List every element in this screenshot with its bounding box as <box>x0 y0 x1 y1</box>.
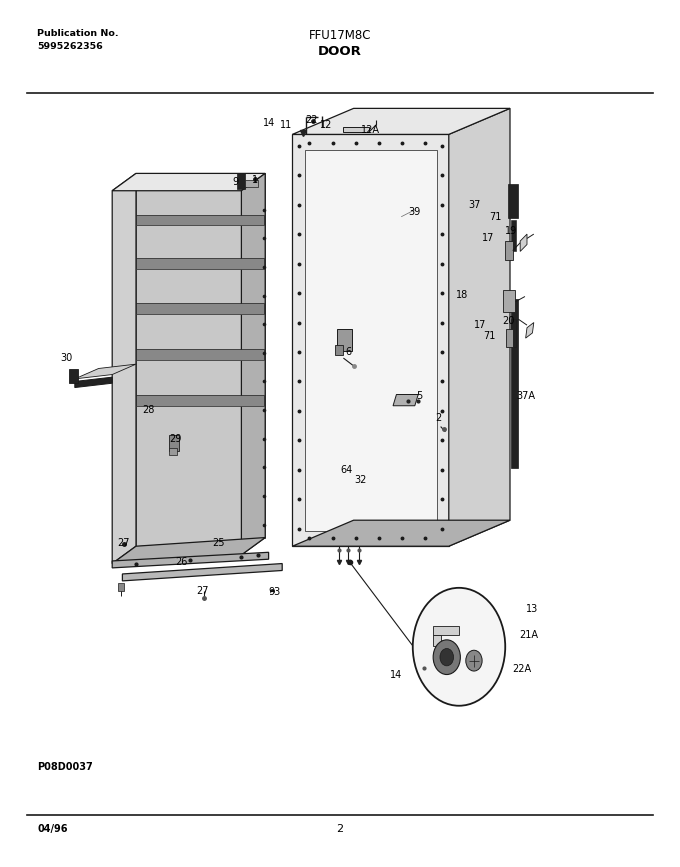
Polygon shape <box>122 564 282 581</box>
Text: 14: 14 <box>263 118 275 128</box>
Text: 71: 71 <box>489 212 501 222</box>
Text: 30: 30 <box>61 353 73 363</box>
Text: 39: 39 <box>408 207 420 218</box>
Text: 28: 28 <box>142 405 154 415</box>
Bar <box>505 241 513 260</box>
Polygon shape <box>520 234 527 251</box>
Text: 18: 18 <box>456 290 469 300</box>
Text: 21A: 21A <box>520 629 539 640</box>
Polygon shape <box>305 150 437 531</box>
Text: 22A: 22A <box>513 664 532 675</box>
Circle shape <box>433 640 460 675</box>
Polygon shape <box>292 134 449 546</box>
Text: 27: 27 <box>197 586 209 596</box>
Polygon shape <box>112 552 269 568</box>
Bar <box>169 448 177 455</box>
Circle shape <box>440 649 454 666</box>
Text: 20: 20 <box>503 316 515 326</box>
Polygon shape <box>449 108 510 546</box>
Polygon shape <box>136 173 265 546</box>
Text: 93: 93 <box>269 587 281 597</box>
Text: 32: 32 <box>354 475 367 486</box>
Text: 5995262356: 5995262356 <box>37 42 103 50</box>
Text: P08D0037: P08D0037 <box>37 762 93 772</box>
Polygon shape <box>136 215 264 225</box>
Text: 19: 19 <box>505 225 517 236</box>
Polygon shape <box>112 538 265 564</box>
Bar <box>245 180 258 187</box>
Text: 5: 5 <box>416 391 423 401</box>
Text: 17: 17 <box>474 320 486 330</box>
Bar <box>335 345 343 355</box>
Text: FFU17M8C: FFU17M8C <box>309 29 371 42</box>
Bar <box>511 299 518 468</box>
Text: 9: 9 <box>232 177 239 187</box>
Text: 12A: 12A <box>361 125 380 135</box>
Bar <box>511 220 516 251</box>
Text: 25: 25 <box>213 538 225 548</box>
Text: 27: 27 <box>118 538 130 548</box>
Polygon shape <box>292 520 510 546</box>
Text: 6: 6 <box>345 347 352 357</box>
Bar <box>237 173 245 189</box>
Bar <box>118 583 124 591</box>
Text: 13: 13 <box>526 603 539 614</box>
Bar <box>506 329 513 347</box>
Text: 71: 71 <box>483 331 496 342</box>
Text: 2: 2 <box>337 824 343 834</box>
Polygon shape <box>526 323 534 338</box>
Polygon shape <box>433 626 459 635</box>
Bar <box>503 290 515 312</box>
Polygon shape <box>112 173 265 191</box>
Text: 12: 12 <box>320 120 333 130</box>
Text: 26: 26 <box>175 557 188 567</box>
Polygon shape <box>292 108 510 134</box>
Bar <box>508 184 518 218</box>
Polygon shape <box>343 127 369 132</box>
Polygon shape <box>136 303 264 314</box>
Text: 37A: 37A <box>516 391 535 401</box>
Text: 17: 17 <box>482 233 494 244</box>
Bar <box>69 369 78 383</box>
Text: DOOR: DOOR <box>318 45 362 58</box>
Text: Publication No.: Publication No. <box>37 29 119 37</box>
Polygon shape <box>393 394 418 406</box>
Polygon shape <box>136 395 264 406</box>
Bar <box>511 319 516 347</box>
Circle shape <box>466 650 482 671</box>
Text: 04/96: 04/96 <box>37 824 68 834</box>
Bar <box>337 329 352 351</box>
Polygon shape <box>75 377 112 388</box>
Bar <box>169 435 179 451</box>
Text: 29: 29 <box>169 434 182 444</box>
Polygon shape <box>136 349 264 360</box>
Text: 64: 64 <box>341 465 353 475</box>
Polygon shape <box>75 364 136 379</box>
Polygon shape <box>433 635 441 646</box>
Circle shape <box>413 588 505 706</box>
Text: 22: 22 <box>305 114 318 125</box>
Polygon shape <box>112 173 136 564</box>
Polygon shape <box>136 258 264 269</box>
Text: 2: 2 <box>435 413 442 423</box>
Text: 37: 37 <box>469 199 481 210</box>
Text: 14: 14 <box>390 669 403 680</box>
Text: 11: 11 <box>279 120 292 130</box>
Polygon shape <box>241 173 265 555</box>
Text: 1: 1 <box>252 175 258 186</box>
